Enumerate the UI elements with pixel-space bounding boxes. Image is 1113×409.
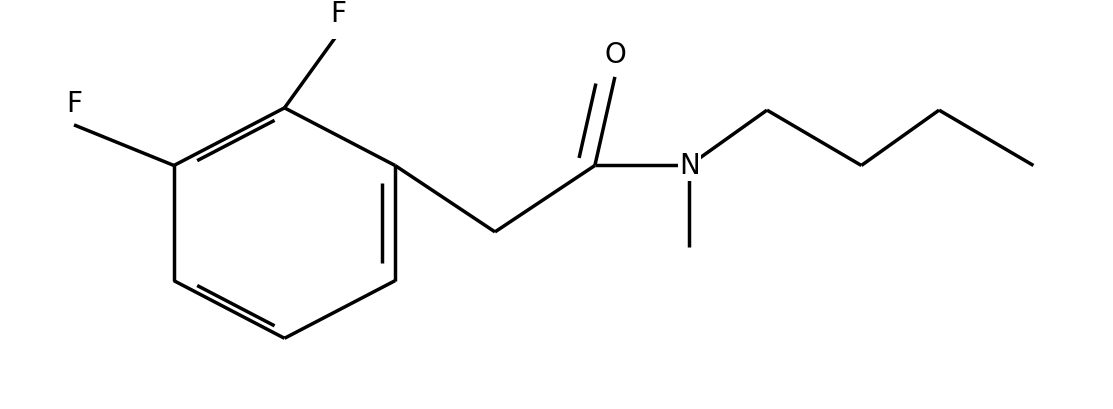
Text: O: O xyxy=(604,40,626,68)
Text: N: N xyxy=(679,152,700,180)
Text: F: F xyxy=(329,0,346,27)
Text: F: F xyxy=(66,90,82,118)
